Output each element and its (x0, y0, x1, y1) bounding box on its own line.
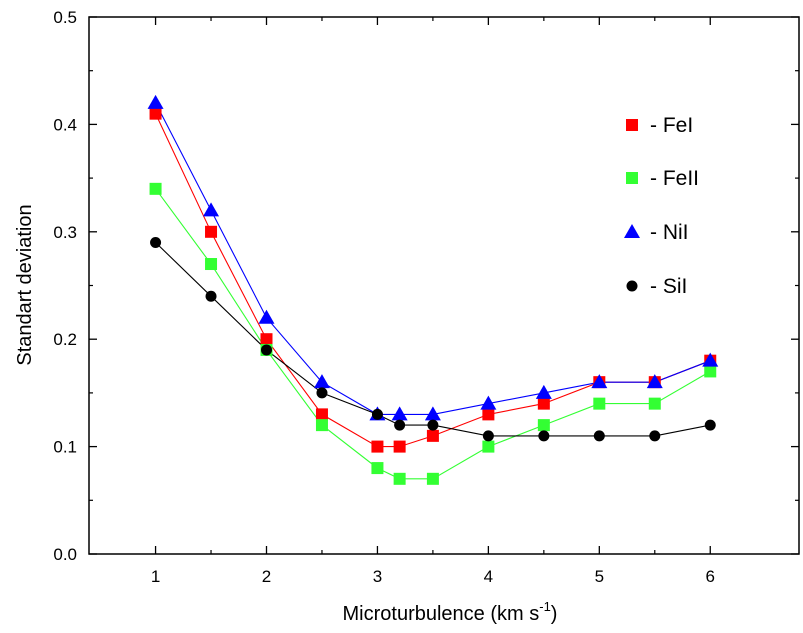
data-point-feii (593, 397, 606, 410)
legend-marker-fei (626, 119, 638, 131)
data-point-fei (149, 107, 162, 120)
data-point-feii (205, 258, 218, 271)
series-line-fei (155, 113, 711, 448)
data-point-feii (393, 472, 406, 485)
x-tick-label: 4 (484, 567, 493, 586)
axes: 1 2 3 4 5 6 0.0 0.1 0.2 0.3 0.4 0.5 (53, 8, 799, 586)
series-line-feii (155, 188, 711, 480)
data-point-sii (482, 430, 494, 442)
data-point-sii (704, 419, 716, 431)
y-tick-label: 0.0 (53, 545, 77, 564)
x-tick-label: 6 (706, 567, 715, 586)
y-tick-label: 0.3 (53, 223, 77, 242)
data-point-nii (702, 352, 719, 367)
legend-marker-feii (626, 172, 638, 184)
series-line-nii (155, 102, 711, 415)
data-point-sii (649, 430, 661, 442)
x-tick-label: 1 (151, 567, 160, 586)
data-point-fei (260, 333, 273, 346)
x-tick-label: 5 (595, 567, 604, 586)
y-axis-title: Standart deviation (14, 204, 36, 365)
data-point-nii (591, 374, 608, 389)
x-tick-label: 2 (262, 567, 271, 586)
data-point-nii (258, 309, 275, 324)
data-point-sii (316, 387, 328, 399)
data-point-fei (426, 429, 439, 442)
legend-label-sii: - SiI (650, 275, 687, 298)
data-point-feii (704, 365, 717, 378)
plot-frame (88, 16, 800, 555)
data-point-nii (646, 374, 663, 389)
y-tick-label: 0.4 (53, 115, 77, 134)
legend-marker-nii (624, 224, 640, 238)
data-point-nii (203, 202, 220, 217)
series-line-sii (155, 242, 711, 437)
data-point-sii (394, 419, 406, 431)
data-point-feii (482, 440, 495, 453)
series-markers (147, 94, 719, 485)
data-point-sii (593, 430, 605, 442)
data-point-fei (393, 440, 406, 453)
data-point-sii (205, 290, 217, 302)
data-point-nii (313, 374, 330, 389)
data-point-sii (150, 237, 162, 249)
data-point-fei (482, 408, 495, 421)
data-point-fei (371, 440, 384, 453)
x-axis-title: Microturbulence (km s-1) (343, 599, 558, 625)
data-point-feii (315, 419, 328, 432)
legend-label-nii: - NiI (650, 221, 689, 244)
data-point-sii (371, 408, 383, 420)
data-point-nii (147, 94, 164, 109)
x-axis-title-superscript: -1 (539, 599, 551, 614)
y-tick-label: 0.5 (53, 8, 77, 27)
data-point-feii (648, 397, 661, 410)
legend: - FeI - FeII - NiI - SiI (624, 114, 699, 298)
x-axis-title-main: Microturbulence (km s (343, 603, 540, 625)
data-point-sii (538, 430, 550, 442)
data-point-sii (427, 419, 439, 431)
data-point-fei (315, 408, 328, 421)
data-point-nii (480, 395, 497, 410)
data-point-fei (537, 397, 550, 410)
data-point-feii (426, 472, 439, 485)
x-axis-title-close: ) (551, 603, 558, 625)
series-lines (155, 102, 711, 480)
data-point-feii (149, 182, 162, 195)
legend-marker-sii (626, 280, 638, 292)
legend-label-feii: - FeII (650, 167, 699, 190)
data-point-fei (205, 225, 218, 238)
data-point-nii (535, 384, 552, 399)
y-tick-label: 0.1 (53, 438, 77, 457)
data-point-feii (537, 419, 550, 432)
legend-label-fei: - FeI (650, 114, 693, 137)
data-point-nii (424, 406, 441, 421)
data-point-nii (391, 406, 408, 421)
y-tick-label: 0.2 (53, 330, 77, 349)
x-tick-label: 3 (373, 567, 382, 586)
data-point-feii (371, 462, 384, 475)
data-point-sii (261, 344, 272, 356)
